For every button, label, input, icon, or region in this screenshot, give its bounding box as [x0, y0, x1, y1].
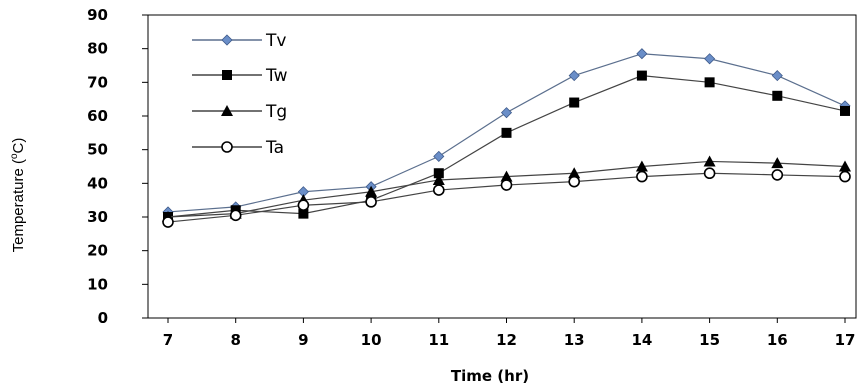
data-point-tv: [704, 53, 716, 65]
y-tick-label: 20: [87, 242, 108, 260]
legend: Tv Tw Tg Ta: [192, 31, 288, 158]
data-point-ta: [162, 216, 174, 228]
x-tick-label: 11: [428, 331, 449, 349]
data-point-tw: [636, 70, 647, 81]
data-point-ta: [365, 196, 377, 208]
data-point-ta: [703, 167, 716, 180]
data-point-ta: [771, 169, 784, 181]
y-axis-title-unit: C): [10, 138, 27, 154]
data-point-ta: [229, 209, 242, 222]
x-tick-label: 13: [564, 331, 585, 349]
data-point-tg: [635, 160, 648, 172]
y-axis-title-sup: o: [9, 153, 20, 159]
data-point-tv: [636, 48, 648, 60]
x-tick-label: 7: [163, 331, 173, 349]
y-tick-label: 30: [87, 208, 108, 226]
data-point-tw: [772, 90, 783, 101]
data-point-tw: [840, 105, 850, 116]
data-point-tv: [500, 107, 513, 119]
legend-label-tg: Tg: [265, 102, 287, 122]
legend-marker-tv: [221, 34, 233, 46]
data-point-tv: [771, 70, 783, 82]
x-tick-label: 14: [631, 331, 652, 349]
plot-area-border: [147, 14, 857, 319]
data-point-ta: [500, 179, 513, 191]
data-point-tg: [432, 173, 445, 185]
x-tick-label: 12: [496, 331, 517, 349]
y-tick-label: 70: [87, 73, 108, 91]
data-point-tg: [703, 155, 716, 167]
data-point-tg: [771, 157, 784, 169]
x-tick-label: 15: [699, 331, 720, 349]
data-point-tg: [500, 170, 513, 182]
data-point-tw: [298, 208, 309, 219]
legend-label-tv: Tv: [265, 31, 286, 51]
data-point-tw: [704, 77, 715, 88]
data-point-tw: [433, 168, 444, 179]
x-axis-title: Time (hr): [451, 367, 529, 385]
y-tick-label: 50: [87, 141, 108, 159]
data-point-tg: [568, 167, 581, 179]
data-point-ta: [297, 199, 310, 212]
x-tick-label: 8: [230, 331, 240, 349]
data-point-tw: [569, 97, 580, 108]
data-point-ta: [432, 184, 445, 196]
y-tick-label: 10: [87, 275, 108, 293]
y-axis-ticks: 0 10 20 30 40 50 60 70 80 90: [87, 6, 148, 327]
y-tick-label: 60: [87, 107, 108, 125]
y-tick-label: 0: [98, 309, 108, 327]
y-tick-label: 80: [87, 40, 108, 58]
legend-label-tw: Tw: [265, 66, 288, 86]
data-point-ta: [839, 170, 851, 183]
y-axis-title: Temperature (oC): [9, 138, 27, 253]
y-axis-title-main: Temperature (: [10, 159, 27, 252]
legend-marker-tw: [222, 70, 232, 80]
y-tick-label: 90: [87, 6, 108, 24]
legend-marker-tg: [221, 105, 233, 116]
data-point-tv: [568, 70, 580, 82]
data-point-tv: [433, 150, 445, 162]
x-axis-ticks: 7 8 9 10 11 12 13 14 15 16 17: [163, 318, 856, 349]
data-point-tg: [839, 160, 851, 172]
data-point-ta: [568, 175, 581, 188]
plot-frame: [147, 14, 857, 319]
legend-marker-ta: [221, 141, 233, 153]
x-tick-label: 17: [835, 331, 856, 349]
data-point-ta: [636, 170, 648, 183]
legend-label-ta: Ta: [265, 138, 284, 158]
x-tick-label: 10: [361, 331, 382, 349]
data-point-tw: [501, 127, 512, 138]
x-tick-label: 9: [298, 331, 308, 349]
x-tick-label: 16: [767, 331, 788, 349]
data-point-tg: [365, 185, 378, 197]
series-tv: [162, 48, 851, 218]
series-layer: [162, 48, 851, 228]
series-ta: [162, 167, 851, 228]
y-tick-label: 40: [87, 174, 108, 192]
